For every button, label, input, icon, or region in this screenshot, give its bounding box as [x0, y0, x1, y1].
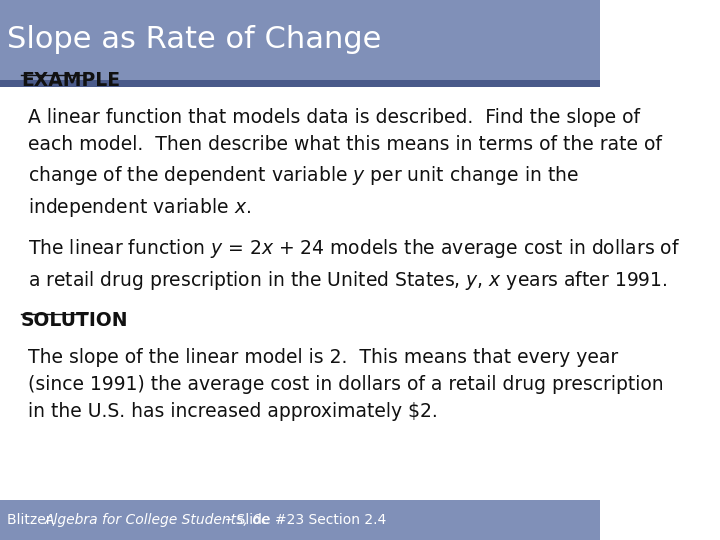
Text: SOLUTION: SOLUTION	[21, 311, 128, 330]
Text: The linear function $y$ = 2$x$ + 24 models the average cost in dollars of
a reta: The linear function $y$ = 2$x$ + 24 mode…	[28, 237, 680, 292]
Text: EXAMPLE: EXAMPLE	[21, 71, 120, 90]
Text: – Slide #23 Section 2.4: – Slide #23 Section 2.4	[220, 513, 386, 526]
FancyBboxPatch shape	[0, 80, 600, 87]
Text: The slope of the linear model is 2.  This means that every year
(since 1991) the: The slope of the linear model is 2. This…	[28, 348, 664, 421]
Text: Algebra for College Students, 6e: Algebra for College Students, 6e	[45, 513, 271, 526]
Text: A linear function that models data is described.  Find the slope of
each model. : A linear function that models data is de…	[28, 108, 662, 219]
Text: Slope as Rate of Change: Slope as Rate of Change	[7, 25, 382, 55]
FancyBboxPatch shape	[0, 500, 600, 540]
FancyBboxPatch shape	[0, 0, 600, 80]
Text: Blitzer,: Blitzer,	[7, 513, 60, 526]
